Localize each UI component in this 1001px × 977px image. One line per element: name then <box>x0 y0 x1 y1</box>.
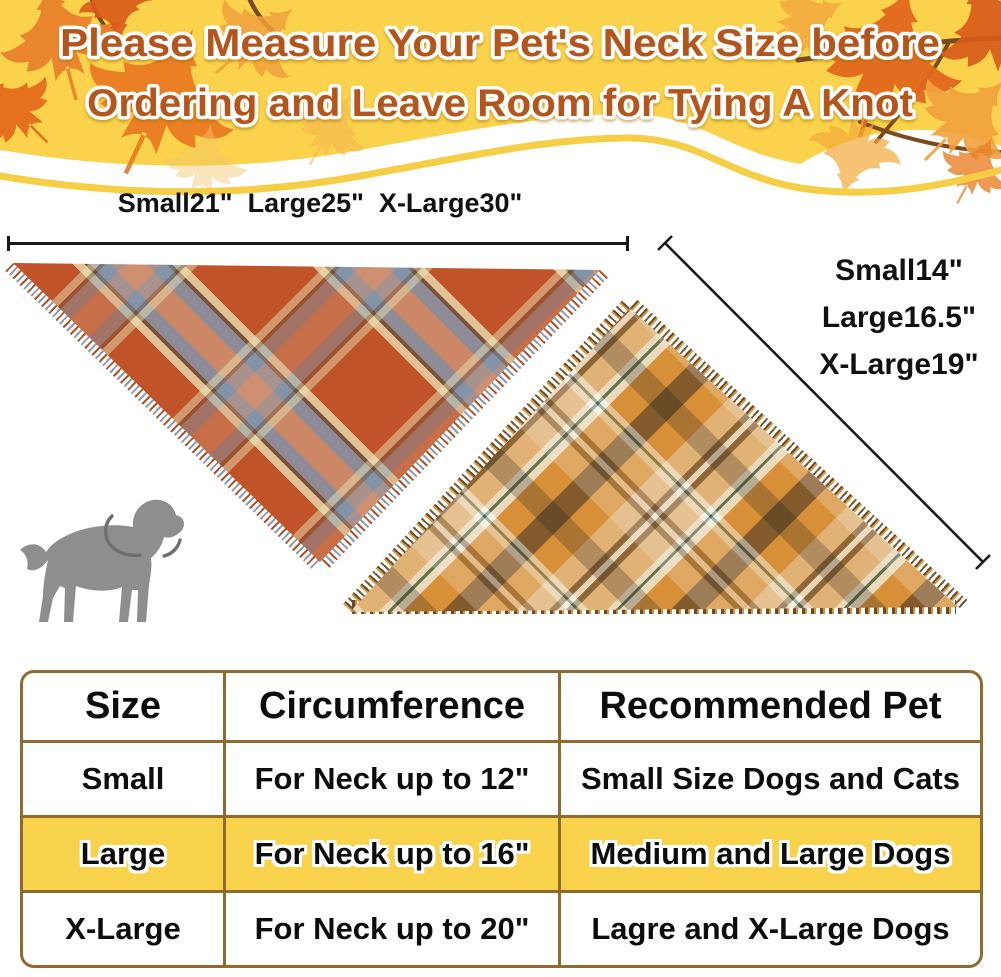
diagonal-size-label: Large16.5" <box>821 301 977 334</box>
maple-leaf-cluster-top-right <box>747 0 1001 205</box>
circumference-cell: For Neck up to 20" <box>223 893 558 965</box>
column-header-recommended-pet: Recommended Pet <box>558 673 980 740</box>
pet-cell: Small Size Dogs and Cats <box>558 743 980 815</box>
measure-tick <box>7 236 10 251</box>
measure-tick <box>626 236 629 251</box>
diagonal-measure-line <box>657 235 991 570</box>
circumference-cell: For Neck up to 12" <box>223 743 558 815</box>
neck-measure-arc <box>104 514 142 558</box>
diagonal-size-label: X-Large19" <box>819 348 979 381</box>
dog-silhouette <box>20 499 184 622</box>
header-title-line1: Please Measure Your Pet's Neck Size befo… <box>60 22 940 65</box>
size-cell: X-Large <box>65 911 181 946</box>
horizontal-measure-line <box>7 236 629 251</box>
circumference-cell: For Neck up to 16" <box>223 818 558 890</box>
diagonal-size-label: Small14" <box>835 254 963 287</box>
neck-measure-arc <box>162 538 182 558</box>
diagonal-size-labels: Small14" Large16.5" X-Large19" <box>793 247 1001 388</box>
maple-leaf-cluster-top-left <box>0 0 384 205</box>
size-cell: Small <box>81 761 165 796</box>
column-header-circumference: Circumference <box>223 673 558 740</box>
header-title-line2: Ordering and Leave Room for Tying A Knot <box>87 82 913 125</box>
wave-accent-line <box>0 134 1001 196</box>
pet-cell: Medium and Large Dogs <box>558 818 980 890</box>
size-cell: Large <box>80 836 166 871</box>
size-table-header-row: Size Circumference Recommended Pet <box>23 673 980 740</box>
header-banner: Please Measure Your Pet's Neck Size befo… <box>0 0 1001 205</box>
dog-body <box>20 499 184 622</box>
horizontal-size-label: Small21" Large25" X-Large30" <box>117 188 523 218</box>
table-row-large: Large For Neck up to 16" Medium and Larg… <box>23 815 980 890</box>
size-table: Size Circumference Recommended Pet Small… <box>20 670 983 968</box>
column-header-size: Size <box>84 685 162 727</box>
table-row-small: Small For Neck up to 12" Small Size Dogs… <box>23 740 980 815</box>
pet-cell: Lagre and X-Large Dogs <box>558 893 980 965</box>
table-row-x-large: X-Large For Neck up to 20" Lagre and X-L… <box>23 890 980 965</box>
